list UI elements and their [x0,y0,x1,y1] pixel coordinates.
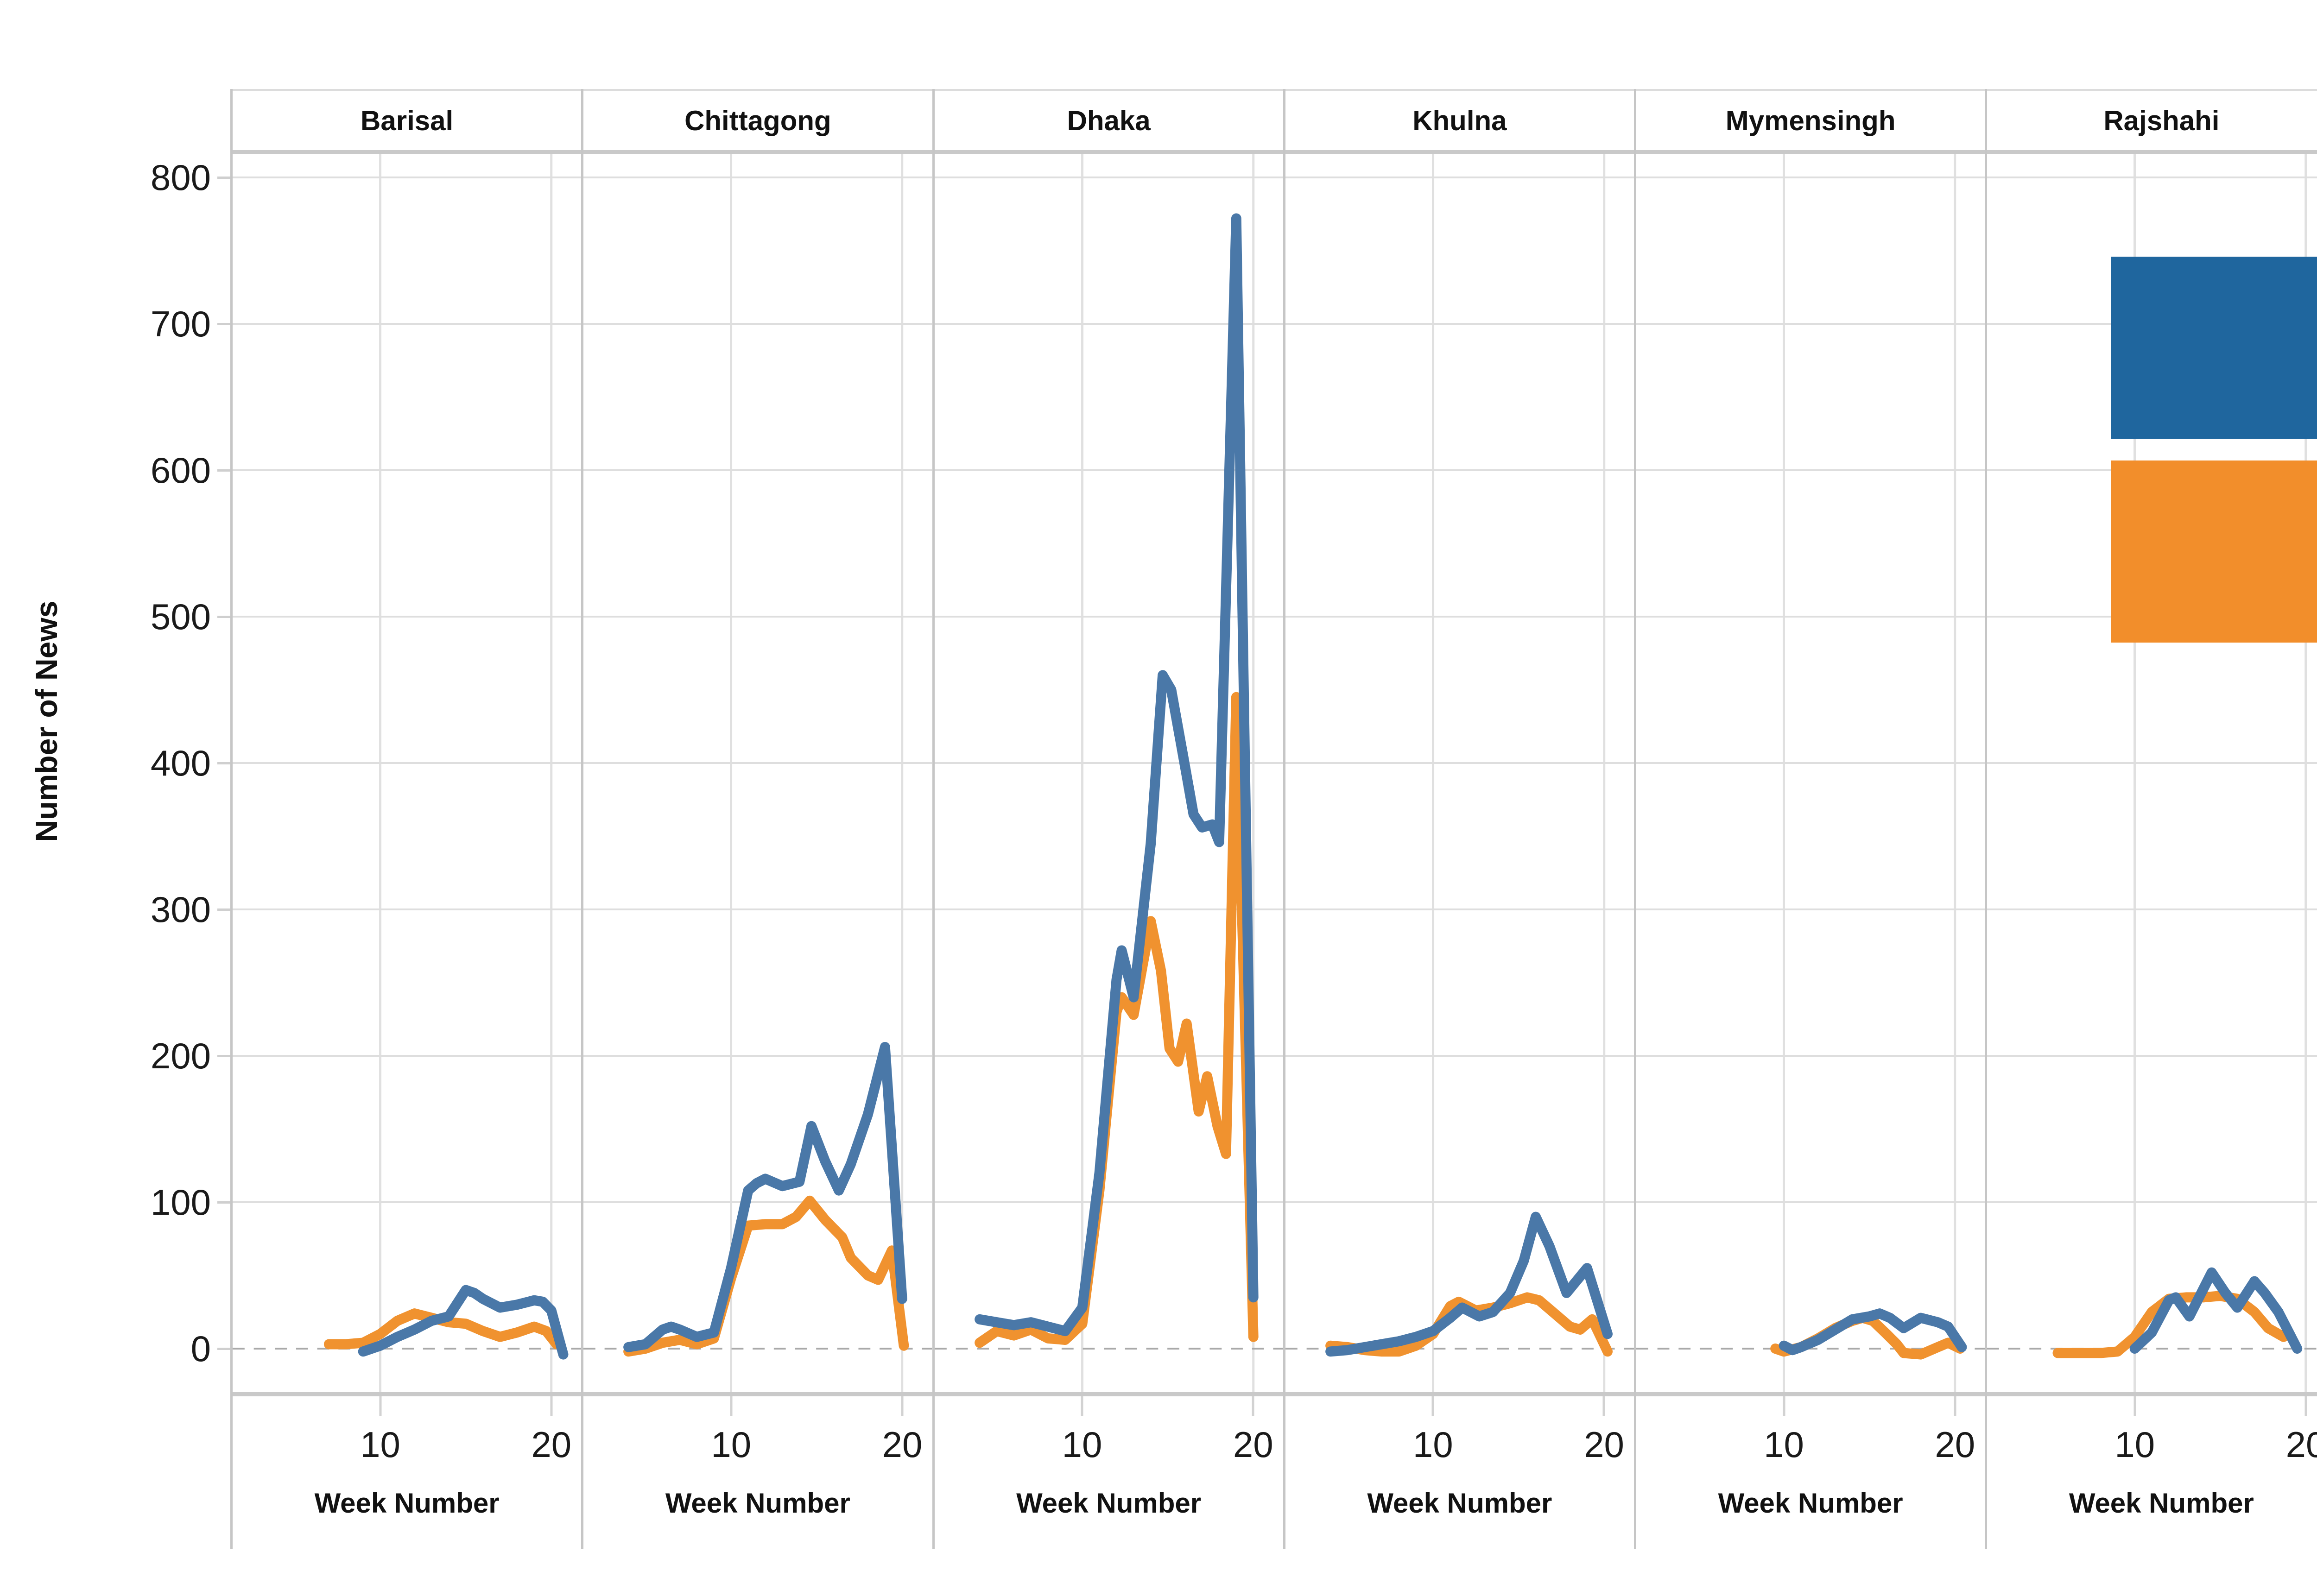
x-axis-title: Week Number [2069,1488,2254,1519]
x-axis-title: Week Number [1367,1488,1552,1519]
x-tick-label: 20 [1584,1424,1624,1465]
x-tick-mark-icon [379,1396,382,1416]
x-tick-mark-icon [1954,1396,1956,1416]
x-tick-label: 10 [2114,1424,2155,1465]
y-tick-label: 400 [150,743,211,783]
y-tick-mark-icon [217,177,230,179]
x-axis-title: Week Number [314,1488,500,1519]
y-tick-mark-icon [217,1055,230,1057]
x-tick-label: 20 [531,1424,572,1465]
y-tick-label: 500 [150,596,211,637]
x-axis-title: Week Number [1718,1488,1903,1519]
panel-title: Chittagong [583,89,932,154]
series-line-positive [623,1195,909,1357]
panel-plot [583,154,932,1392]
panel-title: Rajshahi [1987,89,2317,154]
panel-x-axis: 10 20 Week Number [1285,1392,1634,1549]
panel-canvas [1636,154,1985,1392]
legend-entry-negative: negative [2111,257,2317,439]
series-line-negative [974,213,1259,1337]
y-tick-mark-icon [217,323,230,325]
x-tick-mark-icon [550,1396,553,1416]
series-line-negative [358,1285,569,1360]
panel-title: Dhaka [934,89,1283,154]
y-tick-mark-icon [217,1348,230,1350]
panel-dhaka: Dhaka 10 20 Week Number [932,89,1283,1549]
x-tick-mark-icon [1602,1396,1605,1416]
panel-plot [1285,154,1634,1392]
x-tick-label: 10 [360,1424,400,1465]
legend-entry-positive: positive [2111,461,2317,643]
panel-x-axis: 10 20 Week Number [1987,1392,2317,1549]
x-tick-mark-icon [901,1396,904,1416]
panel-title: Barisal [233,89,582,154]
y-tick-mark-icon [217,1201,230,1204]
panel-mymensingh: Mymensingh 10 20 Week Number [1634,89,1985,1549]
panel-plot [934,154,1283,1392]
panel-plot [1636,154,1985,1392]
y-tick-label: 200 [150,1035,211,1076]
legend-swatch-positive-icon [2111,461,2317,643]
x-tick-mark-icon [1783,1396,1785,1416]
x-tick-label: 20 [1233,1424,1273,1465]
x-tick-label: 20 [2285,1424,2317,1465]
panel-canvas [583,154,932,1392]
x-tick-mark-icon [1081,1396,1083,1416]
x-tick-label: 10 [1412,1424,1453,1465]
y-tick-label: 800 [150,157,211,198]
panel-x-axis: 10 20 Week Number [1636,1392,1985,1549]
panel-canvas [233,154,582,1392]
y-tick-label: 300 [150,889,211,930]
x-axis-title: Week Number [1016,1488,1202,1519]
panel-chittagong: Chittagong 10 20 Week Number [581,89,932,1549]
panels-container: Barisal 10 20 Week Number Chittagong 10 20 Week… [230,89,2317,1549]
x-tick-label: 10 [1764,1424,1804,1465]
panel-title: Khulna [1285,89,1634,154]
y-tick-mark-icon [217,908,230,911]
panel-x-axis: 10 20 Week Number [934,1392,1283,1549]
series-line-negative [2129,1267,2303,1354]
x-tick-mark-icon [2133,1396,2136,1416]
panel-canvas [1285,154,1634,1392]
y-axis: 0 100 200 300 400 500 600 700 800 [0,89,230,1392]
x-tick-label: 20 [1935,1424,1975,1465]
legend-swatch-negative-icon [2111,257,2317,439]
x-tick-label: 10 [711,1424,752,1465]
panel-canvas [934,154,1283,1392]
panel-khulna: Khulna 10 20 Week Number [1283,89,1634,1549]
x-tick-label: 20 [882,1424,923,1465]
series-line-negative [1779,1308,1967,1356]
y-tick-label: 100 [150,1182,211,1223]
legend: negative positive [2111,257,2317,664]
panel-plot [233,154,582,1392]
x-axis-title: Week Number [665,1488,850,1519]
y-tick-label: 0 [190,1328,211,1369]
y-tick-label: 700 [150,303,211,344]
series-line-positive [974,692,1259,1348]
x-tick-mark-icon [730,1396,733,1416]
y-tick-mark-icon [217,616,230,618]
y-tick-label: 600 [150,450,211,491]
x-tick-mark-icon [1431,1396,1434,1416]
x-tick-mark-icon [2304,1396,2307,1416]
series-line-negative [1325,1211,1613,1357]
panel-x-axis: 10 20 Week Number [233,1392,582,1549]
series-line-positive [323,1308,562,1350]
y-tick-mark-icon [217,469,230,472]
series-line-negative [623,1042,907,1352]
panel-x-axis: 10 20 Week Number [583,1392,932,1549]
panel-title: Mymensingh [1636,89,1985,154]
x-tick-mark-icon [1252,1396,1254,1416]
panel-barisal: Barisal 10 20 Week Number [230,89,582,1549]
x-tick-label: 10 [1062,1424,1102,1465]
y-tick-mark-icon [217,762,230,764]
